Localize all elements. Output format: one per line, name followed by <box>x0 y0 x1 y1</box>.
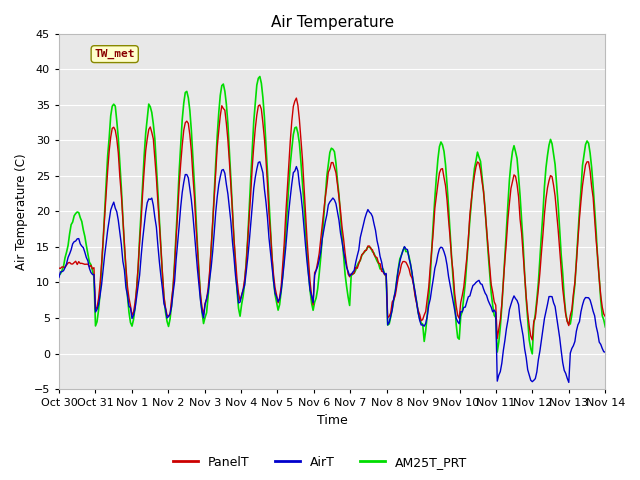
Y-axis label: Air Temperature (C): Air Temperature (C) <box>15 153 28 270</box>
Text: TW_met: TW_met <box>95 49 135 59</box>
X-axis label: Time: Time <box>317 414 348 427</box>
Legend: PanelT, AirT, AM25T_PRT: PanelT, AirT, AM25T_PRT <box>168 451 472 474</box>
Title: Air Temperature: Air Temperature <box>271 15 394 30</box>
